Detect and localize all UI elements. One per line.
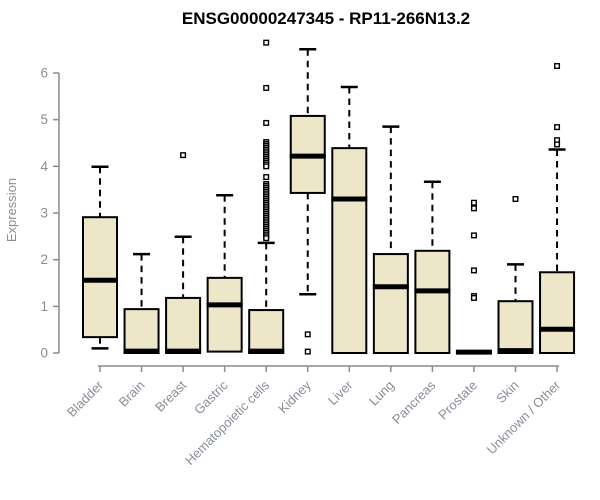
outlier-point xyxy=(470,205,477,212)
outlier-point xyxy=(470,267,477,274)
outlier-point xyxy=(263,39,270,46)
box-rect xyxy=(165,296,202,355)
box-group-skin xyxy=(497,195,534,354)
box-rect xyxy=(331,147,368,354)
x-tick-label-prostate: Prostate xyxy=(435,378,480,423)
y-axis-title: Expression xyxy=(4,178,19,242)
x-tick-label-liver: Liver xyxy=(325,377,356,408)
y-tick-label: 4 xyxy=(40,159,48,174)
box-rect xyxy=(372,253,409,354)
box-rect xyxy=(414,249,451,354)
box-rect xyxy=(206,276,243,353)
box-group-prostate xyxy=(455,199,492,355)
outlier-point xyxy=(304,348,311,355)
box-group-bladder xyxy=(82,165,118,350)
box-group-lung xyxy=(372,125,409,354)
box-rect xyxy=(82,216,118,339)
outlier-point xyxy=(554,62,561,69)
outlier-point xyxy=(263,235,270,242)
outlier-point xyxy=(470,232,477,239)
box-group-unknown-other xyxy=(539,62,576,354)
chart-title: ENSG00000247345 - RP11-266N13.2 xyxy=(181,9,471,28)
y-tick-label: 0 xyxy=(40,346,48,361)
x-tick-label-kidney: Kidney xyxy=(275,377,314,416)
outlier-point xyxy=(263,163,270,170)
outlier-point xyxy=(263,84,270,91)
outlier-point xyxy=(263,174,270,181)
y-tick-label: 5 xyxy=(40,112,48,127)
x-tick-label-skin: Skin xyxy=(493,378,521,406)
outlier-point xyxy=(554,141,561,148)
outlier-point xyxy=(554,124,561,131)
box-group-breast xyxy=(165,152,202,355)
y-tick-label: 1 xyxy=(40,299,48,314)
box-rect xyxy=(497,300,534,354)
outlier-point xyxy=(304,331,311,338)
box-group-kidney xyxy=(289,47,326,355)
x-tick-label-unknown-other: Unknown / Other xyxy=(484,377,564,457)
outlier-point xyxy=(263,119,270,126)
x-tick-label-pancreas: Pancreas xyxy=(389,377,439,427)
x-tick-label-breast: Breast xyxy=(152,377,189,414)
x-tick-label-lung: Lung xyxy=(366,378,397,409)
outlier-point xyxy=(180,152,187,159)
y-tick-label: 6 xyxy=(40,65,48,80)
box-group-gastric xyxy=(206,194,243,353)
box-rect xyxy=(539,271,576,354)
box-rect xyxy=(123,308,160,355)
x-tick-label-brain: Brain xyxy=(116,378,148,410)
x-tick-label-bladder: Bladder xyxy=(64,377,107,420)
outlier-point xyxy=(512,195,519,202)
box-group-pancreas xyxy=(414,180,451,354)
box-group-hematopoietic-cells xyxy=(248,39,285,354)
box-group-brain xyxy=(123,252,160,355)
x-tick-label-gastric: Gastric xyxy=(191,377,231,417)
outlier-point xyxy=(470,199,477,206)
box-group-liver xyxy=(331,85,368,354)
box-rect xyxy=(248,309,285,354)
y-tick-label: 2 xyxy=(40,252,48,267)
y-tick-label: 3 xyxy=(40,205,48,220)
outlier-point xyxy=(470,294,477,301)
